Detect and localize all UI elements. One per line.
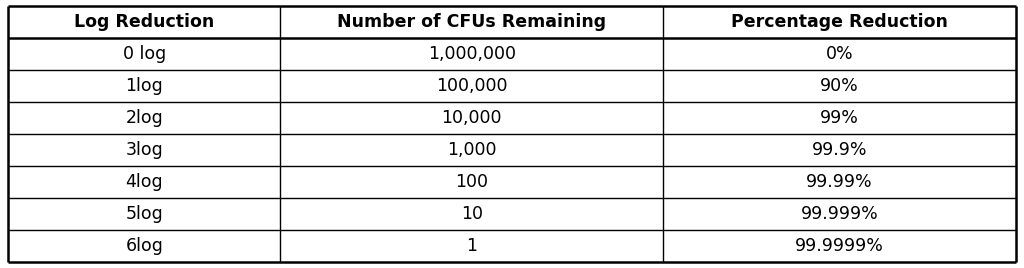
Text: 1,000: 1,000 — [446, 141, 497, 159]
Text: 99%: 99% — [820, 109, 859, 127]
Text: 3log: 3log — [125, 141, 163, 159]
Text: Number of CFUs Remaining: Number of CFUs Remaining — [337, 13, 606, 31]
Text: 1,000,000: 1,000,000 — [428, 45, 516, 63]
Text: 0%: 0% — [825, 45, 853, 63]
Text: 1log: 1log — [125, 77, 163, 95]
Text: 99.9999%: 99.9999% — [795, 237, 884, 255]
Text: 2log: 2log — [125, 109, 163, 127]
Text: 5log: 5log — [125, 205, 163, 223]
Text: 6log: 6log — [125, 237, 163, 255]
Text: 0 log: 0 log — [123, 45, 166, 63]
Text: Log Reduction: Log Reduction — [74, 13, 214, 31]
Text: 10,000: 10,000 — [441, 109, 502, 127]
Text: 90%: 90% — [820, 77, 859, 95]
Text: 10: 10 — [461, 205, 482, 223]
Text: 99.999%: 99.999% — [801, 205, 879, 223]
Text: 99.99%: 99.99% — [806, 173, 872, 191]
Text: 4log: 4log — [125, 173, 163, 191]
Text: Percentage Reduction: Percentage Reduction — [731, 13, 948, 31]
Text: 99.9%: 99.9% — [812, 141, 867, 159]
Text: 1: 1 — [466, 237, 477, 255]
Text: 100,000: 100,000 — [436, 77, 508, 95]
Text: 100: 100 — [456, 173, 488, 191]
